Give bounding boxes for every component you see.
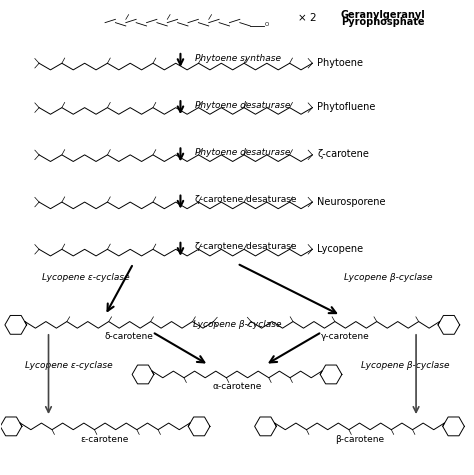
Text: δ-carotene: δ-carotene [104, 332, 153, 341]
Text: Lycopene ε-cyclase: Lycopene ε-cyclase [42, 273, 130, 282]
Text: α-carotene: α-carotene [212, 382, 262, 391]
Text: Phytoene desaturase: Phytoene desaturase [195, 148, 290, 157]
Text: ζ-carotene: ζ-carotene [317, 150, 369, 160]
Text: ε-carotene: ε-carotene [81, 435, 129, 444]
Text: ζ-carotene desaturase: ζ-carotene desaturase [195, 195, 296, 204]
Text: Lycopene β-cyclase: Lycopene β-cyclase [193, 320, 281, 329]
Text: Lycopene ε-cyclase: Lycopene ε-cyclase [25, 361, 113, 370]
Text: Lycopene β-cyclase: Lycopene β-cyclase [344, 273, 432, 282]
Text: Neurosporene: Neurosporene [317, 197, 386, 207]
Text: O: O [265, 22, 269, 27]
Text: Phytoene: Phytoene [317, 58, 363, 68]
Text: γ-carotene: γ-carotene [321, 332, 370, 341]
Text: Pyrophosphate: Pyrophosphate [341, 17, 424, 27]
Text: Phytofluene: Phytofluene [317, 102, 375, 112]
Text: Lycopene: Lycopene [317, 244, 363, 254]
Text: Phytoene desaturase: Phytoene desaturase [195, 101, 290, 110]
Text: × 2: × 2 [298, 13, 317, 23]
Text: Geranylgeranyl: Geranylgeranyl [341, 10, 426, 19]
Text: Lycopene β-cyclase: Lycopene β-cyclase [361, 361, 449, 370]
Text: ζ-carotene desaturase: ζ-carotene desaturase [195, 242, 296, 251]
Text: Phytoene synthase: Phytoene synthase [195, 54, 281, 63]
Text: β-carotene: β-carotene [335, 435, 384, 444]
